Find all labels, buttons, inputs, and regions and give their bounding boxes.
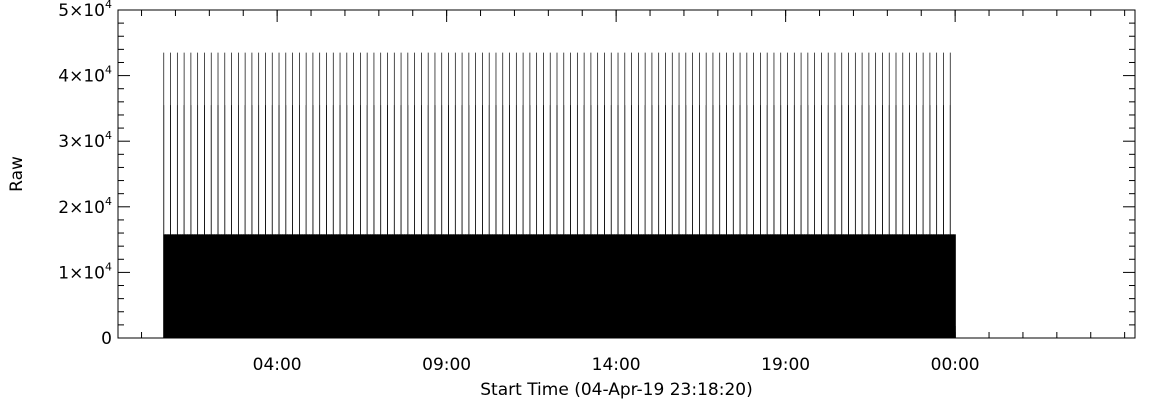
y-tick-label: 0 bbox=[101, 329, 112, 349]
x-tick-label: 04:00 bbox=[253, 355, 302, 375]
x-tick-label: 19:00 bbox=[761, 355, 810, 375]
tick-marks bbox=[118, 9, 1135, 339]
y-tick-labels: 0 1×104 2×104 3×104 4×104 5×104 bbox=[58, 0, 112, 349]
y-tick-label: 5×104 bbox=[58, 0, 112, 21]
bar-block bbox=[163, 234, 956, 338]
y-tick-label: 2×104 bbox=[58, 195, 112, 218]
x-axis-label: Start Time (04-Apr-19 23:18:20) bbox=[480, 380, 752, 400]
y-axis-label: Raw bbox=[7, 156, 27, 192]
plot-frame bbox=[117, 9, 1136, 339]
x-tick-label: 00:00 bbox=[931, 355, 980, 375]
data-bars bbox=[163, 52, 956, 338]
y-tick-label: 1×104 bbox=[58, 260, 112, 283]
x-tick-label: 09:00 bbox=[422, 355, 471, 375]
x-tick-label: 14:00 bbox=[592, 355, 641, 375]
bar-series-level-2 bbox=[163, 105, 951, 338]
y-tick-label: 4×104 bbox=[58, 64, 112, 87]
y-tick-label: 3×104 bbox=[58, 129, 112, 152]
x-tick-labels: 04:00 09:00 14:00 19:00 00:00 bbox=[253, 355, 980, 375]
